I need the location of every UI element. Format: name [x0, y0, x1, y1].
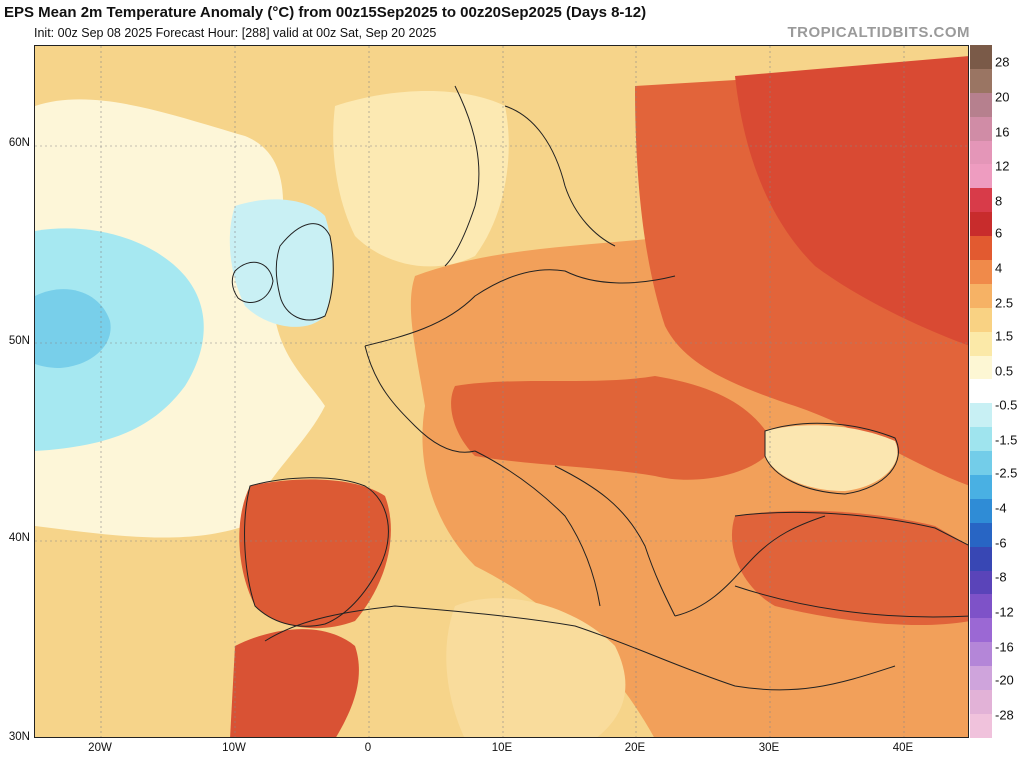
uk-cool-area	[229, 199, 333, 327]
colorbar-swatch	[970, 45, 992, 69]
colorbar-label: 28	[995, 54, 1010, 70]
colorbar-swatch	[970, 116, 992, 141]
colorbar-swatch	[970, 355, 992, 380]
colorbar-label: 4	[995, 260, 1003, 276]
colorbar-label: 12	[995, 158, 1010, 174]
atlantic-cool-area	[35, 228, 204, 451]
colorbar-swatch	[970, 594, 992, 619]
colorbar-swatch	[970, 666, 992, 691]
colorbar-swatch	[970, 68, 992, 93]
lat-label-60n: 60N	[8, 137, 30, 149]
lon-label-20w: 20W	[88, 742, 112, 754]
colorbar-swatch	[970, 260, 992, 284]
colorbar-swatch	[970, 618, 992, 643]
colorbar-label: 0.5	[995, 363, 1014, 379]
iberia-hot	[239, 479, 391, 629]
colorbar-label: 20	[995, 89, 1010, 105]
colorbar-swatch	[970, 522, 992, 547]
coastlines	[231, 85, 968, 691]
colorbar-swatch	[970, 379, 992, 404]
colorbar-label: -2.5	[995, 465, 1018, 481]
colorbar-label: -0.5	[995, 397, 1018, 413]
lon-label-30e: 30E	[758, 742, 780, 754]
colorbar-swatch	[970, 570, 992, 595]
black-sea-mild	[765, 425, 898, 491]
north-sea-mild	[333, 91, 509, 267]
lon-label-20e: 20E	[624, 742, 646, 754]
colorbar-label: 16	[995, 124, 1010, 140]
lat-label-40n: 40N	[8, 532, 30, 544]
colorbar-swatch	[970, 475, 992, 499]
colorbar-label: -16	[995, 639, 1014, 655]
colorbar-swatch	[970, 307, 992, 332]
colorbar-swatch	[970, 92, 992, 117]
colorbar-swatch	[970, 713, 992, 738]
mediterranean-mild	[446, 598, 626, 737]
turkey-hot	[731, 510, 968, 626]
lon-label-40e: 40E	[892, 742, 914, 754]
lat-label-30n: 30N	[8, 731, 30, 743]
colorbar-swatch	[970, 140, 992, 165]
site-credit: TROPICALTIDBITS.COM	[787, 24, 970, 41]
lon-label-0: 0	[364, 742, 372, 754]
colorbar-label: 6	[995, 225, 1003, 241]
colorbar-swatch	[970, 427, 992, 452]
colorbar-label: -12	[995, 604, 1014, 620]
colorbar-swatch	[970, 498, 992, 523]
anomaly-map	[34, 45, 969, 738]
graticule	[35, 46, 968, 737]
alps-balkans-hot	[451, 376, 775, 480]
colorbar-label: -8	[995, 569, 1007, 585]
colorbar-label: -28	[995, 707, 1014, 723]
colorbar-swatch	[970, 236, 992, 261]
lon-label-10e: 10E	[491, 742, 513, 754]
colorbar-label: -4	[995, 500, 1007, 516]
colorbar-swatch	[970, 283, 992, 308]
colorbar-swatch	[970, 164, 992, 189]
colorbar-swatch	[970, 188, 992, 213]
colorbar-swatch	[970, 690, 992, 714]
colorbar-label: 2.5	[995, 295, 1014, 311]
colorbar-swatch	[970, 212, 992, 237]
colorbar-swatch	[970, 403, 992, 428]
colorbar-swatch	[970, 451, 992, 476]
lon-label-10w: 10W	[222, 742, 246, 754]
colorbar-label: -6	[995, 535, 1007, 551]
colorbar-label: -1.5	[995, 432, 1018, 448]
atlantic-cold-core	[35, 289, 111, 368]
colorbar-swatch	[970, 546, 992, 571]
colorbar	[970, 45, 992, 738]
russia-hot-core	[735, 56, 968, 346]
colorbar-label: 8	[995, 193, 1003, 209]
lat-label-50n: 50N	[8, 335, 30, 347]
north-africa-hot	[230, 629, 359, 737]
colorbar-label: -20	[995, 672, 1014, 688]
colorbar-label: 1.5	[995, 328, 1014, 344]
colorbar-swatch	[970, 642, 992, 667]
map-subtitle: Init: 00z Sep 08 2025 Forecast Hour: [28…	[34, 26, 437, 40]
map-title: EPS Mean 2m Temperature Anomaly (°C) fro…	[4, 4, 647, 21]
colorbar-swatch	[970, 331, 992, 356]
